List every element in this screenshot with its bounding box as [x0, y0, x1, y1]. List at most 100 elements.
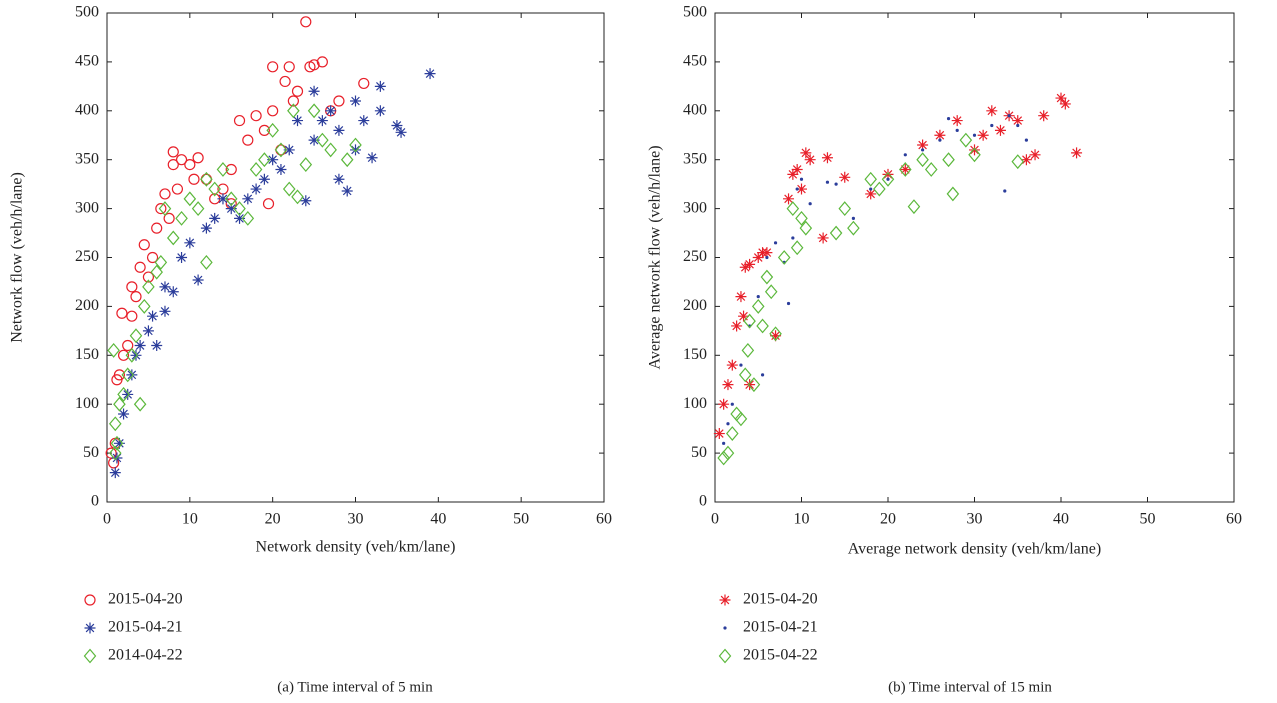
- data-point: [873, 181, 886, 197]
- y-tick-label: 250: [75, 248, 99, 265]
- data-point: [770, 330, 782, 342]
- data-point: [258, 124, 270, 136]
- data-point: [130, 291, 142, 303]
- data-point: [790, 240, 804, 256]
- data-point: [250, 110, 262, 122]
- data-point: [886, 177, 890, 181]
- y-tick-label: 50: [691, 444, 707, 461]
- data-point: [191, 201, 205, 217]
- data-point: [150, 264, 163, 280]
- data-point: [316, 56, 328, 68]
- data-point: [262, 198, 275, 210]
- y-tick-label: 350: [75, 150, 99, 167]
- y-tick-label: 500: [683, 4, 707, 21]
- data-point: [118, 408, 130, 420]
- data-point: [113, 396, 126, 412]
- data-point: [350, 144, 361, 156]
- x-tick-label: 40: [1053, 511, 1069, 528]
- data-point: [333, 173, 345, 185]
- legend-label: 2014-04-22: [108, 647, 183, 664]
- caption: (a) Time interval of 5 min: [277, 679, 433, 695]
- y-tick-label: 300: [75, 199, 99, 216]
- data-point: [760, 269, 774, 285]
- data-point: [959, 132, 973, 148]
- legend-marker: [719, 594, 731, 606]
- data-point: [282, 181, 296, 197]
- x-tick-label: 10: [182, 511, 198, 528]
- data-point: [126, 310, 138, 322]
- y-axis-label: Average network flow (veh/h/lane): [647, 145, 664, 369]
- data-point: [242, 134, 254, 146]
- data-point: [726, 426, 739, 441]
- y-tick-label: 0: [699, 493, 707, 510]
- data-point: [267, 105, 279, 117]
- data-point: [924, 162, 938, 177]
- data-point: [1011, 154, 1025, 170]
- data-point: [291, 85, 304, 97]
- data-point: [731, 320, 743, 332]
- data-point: [747, 377, 761, 393]
- data-point: [395, 126, 407, 138]
- data-point: [783, 193, 795, 205]
- data-point: [358, 115, 370, 127]
- data-point: [881, 171, 895, 187]
- data-point: [108, 445, 122, 461]
- data-point: [1055, 92, 1067, 104]
- data-point: [138, 239, 150, 251]
- data-point: [938, 138, 942, 142]
- data-point: [183, 191, 197, 207]
- x-tick-label: 0: [103, 511, 111, 528]
- data-point: [1007, 114, 1011, 118]
- data-point: [907, 199, 921, 215]
- x-tick-label: 20: [265, 511, 281, 528]
- data-point: [300, 16, 312, 28]
- data-point: [817, 232, 829, 244]
- x-axis-label: Network density (veh/km/lane): [256, 539, 456, 556]
- data-point: [159, 188, 171, 200]
- data-point: [241, 210, 255, 226]
- data-point: [258, 152, 271, 168]
- data-point: [787, 168, 799, 180]
- y-tick-label: 300: [683, 199, 707, 216]
- data-point: [113, 369, 126, 381]
- x-tick-label: 0: [711, 511, 719, 528]
- data-point: [200, 222, 212, 234]
- data-point: [283, 61, 295, 73]
- data-point: [341, 185, 353, 197]
- data-point: [258, 173, 270, 185]
- data-point: [760, 373, 765, 377]
- y-tick-label: 100: [75, 395, 99, 412]
- data-point: [800, 147, 812, 159]
- data-point: [374, 80, 386, 92]
- y-tick-label: 0: [91, 493, 99, 510]
- data-point: [159, 305, 171, 317]
- data-point: [308, 134, 320, 146]
- x-axis-label: Average network density (veh/km/lane): [848, 541, 1101, 558]
- y-axis-label: Network flow (veh/h/lane): [9, 172, 26, 343]
- data-point: [146, 251, 159, 264]
- data-point: [391, 119, 403, 131]
- data-point: [316, 132, 329, 148]
- data-point: [155, 203, 167, 215]
- data-point: [751, 298, 765, 314]
- data-point: [756, 318, 769, 334]
- x-tick-label: 40: [430, 511, 446, 528]
- legend-label: 2015-04-20: [108, 591, 183, 608]
- data-point: [839, 171, 851, 183]
- data-point: [275, 163, 287, 175]
- data-point: [916, 152, 929, 168]
- data-point: [340, 152, 354, 168]
- data-point: [955, 128, 959, 132]
- data-point: [267, 61, 279, 73]
- data-point: [192, 274, 204, 286]
- data-point: [171, 183, 184, 195]
- data-point: [994, 124, 1006, 136]
- x-tick-label: 20: [880, 511, 896, 528]
- legend-label: 2015-04-21: [743, 619, 818, 636]
- data-point: [977, 129, 989, 141]
- data-point: [986, 105, 998, 117]
- x-tick-label: 60: [596, 511, 612, 528]
- data-point: [756, 295, 760, 299]
- data-point: [283, 144, 295, 156]
- data-point: [117, 349, 130, 361]
